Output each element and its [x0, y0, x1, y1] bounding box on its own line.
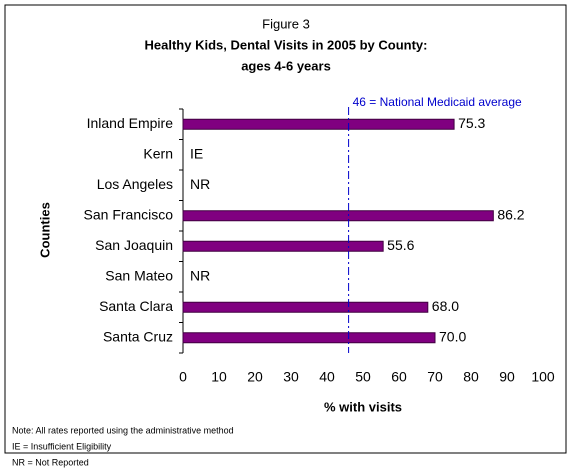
- data-label: 75.3: [458, 115, 485, 131]
- figure-label: Figure 3: [262, 16, 310, 31]
- y-tick-label: Inland Empire: [87, 115, 174, 131]
- x-tick-label: 80: [463, 369, 479, 385]
- note: Note: All rates reported using the admin…: [12, 425, 234, 435]
- data-label: 55.6: [387, 237, 414, 253]
- bar: [182, 332, 436, 344]
- data-label: NR: [190, 267, 210, 283]
- x-tick-label: 30: [283, 369, 299, 385]
- note: IE = Insufficient Eligibility: [12, 441, 112, 451]
- bar: [182, 301, 429, 313]
- data-label: 68.0: [432, 298, 459, 314]
- bar: [182, 240, 384, 252]
- x-tick-label: 10: [211, 369, 227, 385]
- y-tick-label: Santa Cruz: [103, 328, 173, 344]
- bar: [182, 118, 455, 130]
- data-label: NR: [190, 176, 210, 192]
- y-tick-label: San Joaquin: [95, 237, 173, 253]
- x-tick-label: 0: [179, 369, 187, 385]
- chart-subtitle: ages 4-6 years: [241, 58, 331, 73]
- chart-title: Healthy Kids, Dental Visits in 2005 by C…: [145, 37, 428, 52]
- y-tick-label: San Francisco: [84, 206, 174, 222]
- x-tick-label: 20: [247, 369, 263, 385]
- y-tick-label: San Mateo: [105, 267, 173, 283]
- x-axis-label: % with visits: [324, 399, 402, 414]
- data-label: 86.2: [497, 206, 524, 222]
- y-tick-label: Kern: [143, 145, 173, 161]
- x-tick-label: 50: [355, 369, 371, 385]
- bar: [182, 210, 494, 222]
- data-label: IE: [190, 145, 203, 161]
- data-label: 70.0: [439, 328, 466, 344]
- y-tick-label: Santa Clara: [99, 298, 173, 314]
- reference-label: 46 = National Medicaid average: [353, 95, 522, 109]
- note: NR = Not Reported: [12, 457, 89, 467]
- x-tick-label: 90: [499, 369, 515, 385]
- y-axis-label: Counties: [37, 202, 52, 258]
- x-tick-label: 40: [319, 369, 335, 385]
- x-tick-label: 70: [427, 369, 443, 385]
- y-tick-label: Los Angeles: [97, 176, 173, 192]
- x-tick-label: 100: [531, 369, 555, 385]
- chart-border: [4, 4, 567, 454]
- x-tick-label: 60: [391, 369, 407, 385]
